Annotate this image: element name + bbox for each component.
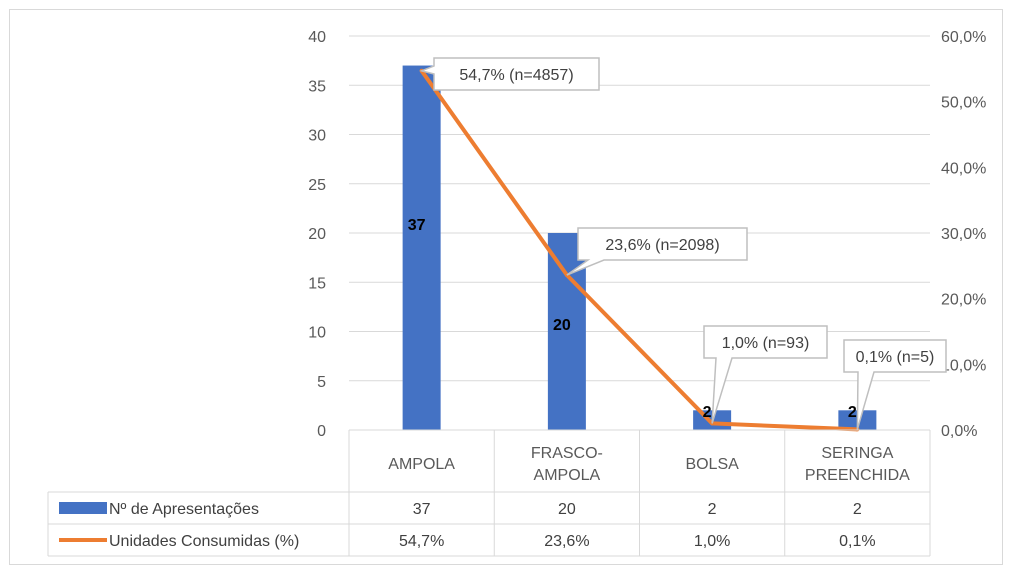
table-cell: 1,0%	[694, 533, 730, 550]
y-right-tick-label: 50,0%	[941, 95, 986, 112]
callout-box	[419, 57, 600, 91]
y-right-tick-label: 60,0%	[941, 29, 986, 46]
y-left-tick-label: 10	[308, 325, 326, 342]
y-left-tick-label: 40	[308, 29, 326, 46]
callout-box	[566, 227, 748, 276]
chart-frame	[9, 9, 1003, 565]
y-left-tick-label: 30	[308, 128, 326, 145]
legend-label: Nº de Apresentações	[109, 501, 259, 518]
callout-label: 23,6% (n=2098)	[605, 237, 719, 254]
table-cell: 20	[558, 501, 576, 518]
bar-data-label: 2	[848, 404, 857, 421]
table-cell: 2	[853, 501, 862, 518]
callout-label: 0,1% (n=5)	[856, 349, 935, 366]
x-category-label: FRASCO-	[531, 445, 603, 462]
bar-0	[402, 65, 441, 431]
callout-label: 1,0% (n=93)	[722, 335, 810, 352]
x-category-label: SERINGA	[821, 445, 893, 462]
bar-data-label: 20	[553, 317, 571, 334]
x-category-label: AMPOLA	[534, 467, 601, 484]
y-left-tick-label: 35	[308, 78, 326, 95]
y-right-tick-label: 20,0%	[941, 292, 986, 309]
callout-box	[703, 325, 828, 424]
table-cell: 2	[708, 501, 717, 518]
table-cell: 37	[413, 501, 431, 518]
x-category-label: AMPOLA	[388, 456, 455, 473]
legend-key-bar	[59, 502, 107, 514]
line-series	[419, 69, 858, 432]
callout-label: 54,7% (n=4857)	[459, 67, 573, 84]
y-left-tick-label: 0	[317, 423, 326, 440]
x-category-label: PREENCHIDA	[805, 467, 910, 484]
legend-label: Unidades Consumidas (%)	[109, 533, 299, 550]
y-right-tick-label: 0,0%	[941, 423, 977, 440]
table-cell: 54,7%	[399, 533, 444, 550]
y-right-tick-label: 10,0%	[941, 357, 986, 374]
table-cell: 23,6%	[544, 533, 589, 550]
bar-data-label: 2	[703, 404, 712, 421]
table-cell: 0,1%	[839, 533, 875, 550]
bar-data-label: 37	[408, 217, 426, 234]
y-left-tick-label: 15	[308, 275, 326, 292]
y-left-tick-label: 5	[317, 374, 326, 391]
y-right-tick-label: 30,0%	[941, 226, 986, 243]
x-category-label: BOLSA	[685, 456, 739, 473]
y-left-tick-label: 20	[308, 226, 326, 243]
y-right-tick-label: 40,0%	[941, 160, 986, 177]
callout-box	[843, 339, 947, 430]
y-left-tick-label: 25	[308, 177, 326, 194]
